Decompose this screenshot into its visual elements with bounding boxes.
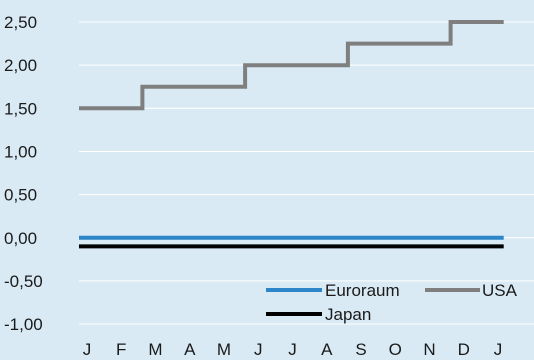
x-tick-label: M	[217, 340, 231, 359]
series-lines	[79, 20, 504, 249]
x-tick-label: N	[423, 340, 435, 359]
y-tick-label: -1,00	[4, 315, 43, 334]
grid-lines	[79, 21, 534, 325]
x-tick-label: S	[355, 340, 366, 359]
y-tick-label: 2,00	[4, 56, 37, 75]
x-tick-label: J	[254, 340, 263, 359]
x-tick-label: D	[458, 340, 470, 359]
x-tick-label: A	[184, 340, 196, 359]
y-tick-label: 2,50	[4, 13, 37, 32]
y-tick-label: 0,00	[4, 229, 37, 248]
x-tick-label: J	[288, 340, 297, 359]
legend-label-japan: Japan	[325, 305, 371, 324]
series-line-usa	[79, 20, 504, 111]
x-tick-label: M	[148, 340, 162, 359]
x-tick-label: O	[389, 340, 402, 359]
y-tick-label: 1,00	[4, 142, 37, 161]
x-tick-label: F	[116, 340, 126, 359]
y-tick-label: -0,50	[4, 272, 43, 291]
legend-label-usa: USA	[482, 281, 518, 300]
y-axis-ticks: 2,50 2,00 1,50 1,00 0,50 0,00 -0,50 -1,00	[4, 13, 43, 334]
x-tick-label: A	[321, 340, 333, 359]
y-tick-label: 1,50	[4, 99, 37, 118]
x-tick-label: J	[494, 340, 503, 359]
y-tick-label: 0,50	[4, 186, 37, 205]
x-tick-label: J	[83, 340, 92, 359]
legend-label-euroraum: Euroraum	[325, 281, 400, 300]
legend: Euroraum USA Japan	[266, 281, 518, 324]
